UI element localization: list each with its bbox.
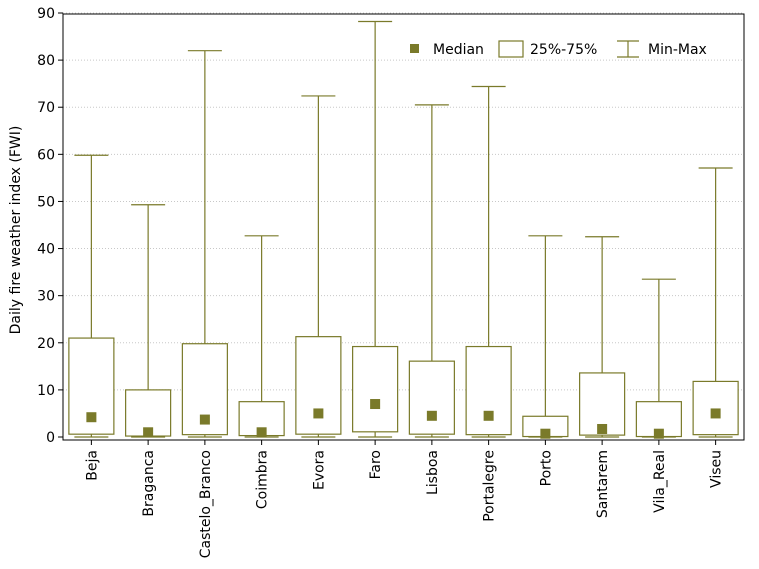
y-tick-label: 50 [37,194,55,210]
iqr-box [465,345,512,436]
plot-frame [62,13,745,441]
median-marker [370,399,381,410]
legend-box-marker [498,40,524,58]
box-faro [352,20,399,438]
iqr-box [408,360,455,435]
median-marker [313,408,324,419]
x-tick-label: Porto [538,450,554,486]
box-viseu [692,167,739,438]
box-beja [68,154,115,438]
legend-range-marker [617,40,639,58]
box-santarem [579,236,626,438]
y-tick-label: 0 [46,430,55,446]
y-axis-title: Daily fire weather index (FWI) [8,126,24,335]
x-tick-label: Evora [311,450,327,490]
box-lisboa [408,104,455,438]
box-coimbra [238,235,285,438]
legend-median-label: Median [433,42,484,58]
iqr-box [635,401,682,438]
legend: Median 25%-75% Min-Max [410,40,707,58]
median-marker [143,427,154,438]
x-tick-label: Castelo_Branco [198,450,214,558]
iqr-box [352,345,399,433]
y-tick-label: 90 [37,6,55,22]
x-tick-label: Beja [84,450,100,481]
grid-lines [63,12,744,391]
median-marker [597,423,608,434]
y-tick-label: 30 [37,289,55,305]
median-marker [426,410,437,421]
box-vila-real [635,278,682,439]
x-tick-label: Lisboa [425,450,441,495]
box-porto [522,235,569,439]
x-tick-label: Coimbra [255,450,271,509]
median-marker [653,428,664,439]
y-tick-label: 20 [37,336,55,352]
iqr-box [295,336,342,435]
legend-median-marker [410,44,419,53]
x-tick-label: Faro [368,450,384,479]
median-marker [86,412,97,423]
median-marker [256,427,267,438]
legend-range-label: Min-Max [648,42,707,58]
x-tick-label: Portalegre [482,450,498,522]
median-marker [540,428,551,439]
box-braganca [125,204,172,438]
y-tick-label: 10 [37,383,55,399]
x-tick-label: Vila_Real [652,450,668,513]
y-tick-label: 80 [37,53,55,69]
x-axis-ticks: Beja Braganca Castelo_Branco Coimbra Evora Fa… [84,440,725,558]
median-marker [199,414,210,425]
y-tick-label: 70 [37,100,55,116]
boxes [68,20,739,439]
x-tick-label: Santarem [595,450,611,518]
box-castelo-branco [181,50,228,438]
iqr-box [692,380,739,436]
median-marker [710,408,721,419]
y-axis-ticks: 0 10 20 30 40 50 60 70 80 90 [37,6,63,446]
y-tick-label: 40 [37,242,55,258]
box-portalegre [465,85,512,438]
x-tick-label: Braganca [141,450,157,517]
x-tick-label: Viseu [709,450,725,488]
legend-box-label: 25%-75% [530,42,597,58]
y-tick-label: 60 [37,147,55,163]
box-evora [295,95,342,438]
median-marker [483,410,494,421]
